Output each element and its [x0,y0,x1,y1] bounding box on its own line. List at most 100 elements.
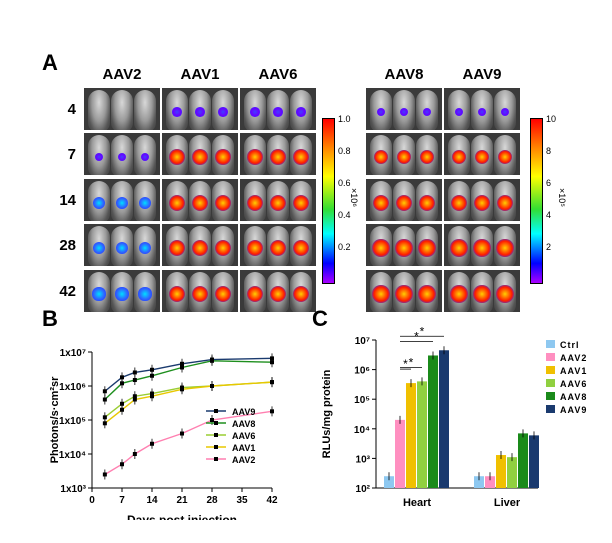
data-point [270,360,274,365]
bar [529,435,539,488]
group-label: AAV1 [180,66,220,83]
bioluminescence-signal [372,239,390,257]
day-label: 14 [59,192,76,209]
bioluminescence-signal [116,242,128,254]
colorbar-tick: 0.6 [338,178,351,188]
bioluminescence-signal [191,285,209,303]
legend-label: AAV1 [232,443,255,453]
imaging-tile [444,133,520,175]
group-label: AAV8 [384,66,424,83]
imaging-tile [162,224,238,266]
significance-star: * [420,324,425,338]
bioluminescence-signal [450,239,468,257]
series-line [104,357,273,392]
legend-label: AAV6 [560,379,587,389]
bioluminescence-signal [292,194,310,212]
bioluminescence-signal [138,287,152,301]
bioluminescence-signal [269,239,287,257]
bioluminescence-signal [418,239,436,257]
data-point [150,441,154,446]
legend-swatch [546,366,555,374]
imaging-tile [366,133,442,175]
bar [428,355,438,488]
y-axis-title: Photons/s·cm²sr [49,376,61,464]
bioluminescence-signal [172,107,182,117]
bioluminescence-signal [473,194,491,212]
colorbar-tick: 4 [546,210,552,220]
mouse-image [134,90,156,130]
bioluminescence-signal [419,149,435,165]
imaging-tile [162,270,238,312]
bar [417,381,427,488]
data-point [120,375,124,380]
data-point [120,381,124,386]
bioluminescence-signal [496,239,514,257]
colorbar-tick: 0.8 [338,146,351,156]
data-point [102,415,107,420]
colorbar-right [530,118,543,284]
legend-swatch [546,379,555,387]
x-tick-label: 35 [236,495,248,506]
colorbar-left [322,118,335,284]
day-label: 4 [67,101,76,118]
colorbar-right-unit: ×10⁵ [557,188,567,207]
legend-label: AAV8 [560,392,587,402]
y-axis-title: RLUs/mg protein [321,369,333,458]
y-tick-label: 1x10⁴ [59,450,86,461]
colorbar-tick: 2 [546,242,552,252]
line-chart: 1x10³ 1x10⁴ 1x10⁵ 1x10⁶ 1x10⁷ 0 7 14 21 28 35 42 Day… [49,348,278,520]
bioluminescence-signal [195,107,205,117]
y-tick-label: 1x10³ [60,484,86,495]
bioluminescence-signal [93,197,105,209]
bioluminescence-signal [192,149,208,165]
bioluminescence-signal [269,285,287,303]
group-label: AAV6 [258,66,298,83]
data-point [132,397,137,402]
bioluminescence-signal [218,107,228,117]
bioluminescence-signal [214,285,232,303]
legend-marker [214,433,218,437]
bar [439,350,449,488]
bioluminescence-signal [270,149,286,165]
y-tick-label: 10⁷ [355,336,370,347]
bioluminescence-signal [497,149,513,165]
bar [518,433,528,488]
legend-marker [214,457,218,461]
bioluminescence-signal [117,152,127,162]
imaging-tile [84,270,160,312]
bioluminescence-signal [395,239,413,257]
data-point [102,421,107,426]
data-point [180,431,184,436]
bioluminescence-signal [246,285,264,303]
bar-chart: 10² 10³ 10⁴ 10⁵ 10⁶ 10⁷ RLUs/mg protein Heart Li… [321,324,587,509]
y-tick-label: 10³ [356,454,371,465]
panel-c-letter: C [312,306,328,331]
imaging-tile [366,224,442,266]
x-tick-label: 14 [146,495,158,506]
bioluminescence-signal [372,194,390,212]
bioluminescence-signal [247,149,263,165]
bar [406,383,416,488]
legend-label: AAV6 [232,431,255,441]
data-point [120,407,124,412]
legend-swatch [546,405,555,413]
bioluminescence-signal [395,285,413,303]
bioluminescence-signal [496,285,514,303]
x-tick-label: 21 [176,495,188,506]
bioluminescence-signal [214,194,232,212]
y-tick-label: 1x10⁶ [59,382,86,393]
colorbar-tick: 0.2 [338,242,351,252]
bioluminescence-signal [140,152,150,162]
bioluminescence-signal [450,194,468,212]
data-point [132,452,137,456]
bar [485,476,495,488]
bioluminescence-signal [250,107,260,117]
data-point [120,462,124,467]
bioluminescence-signal [451,149,467,165]
bar [496,455,506,488]
mouse-image [88,90,110,130]
data-point [132,370,137,375]
bioluminescence-signal [418,194,436,212]
group-label: AAV9 [462,66,502,83]
legend-swatch [546,353,555,361]
